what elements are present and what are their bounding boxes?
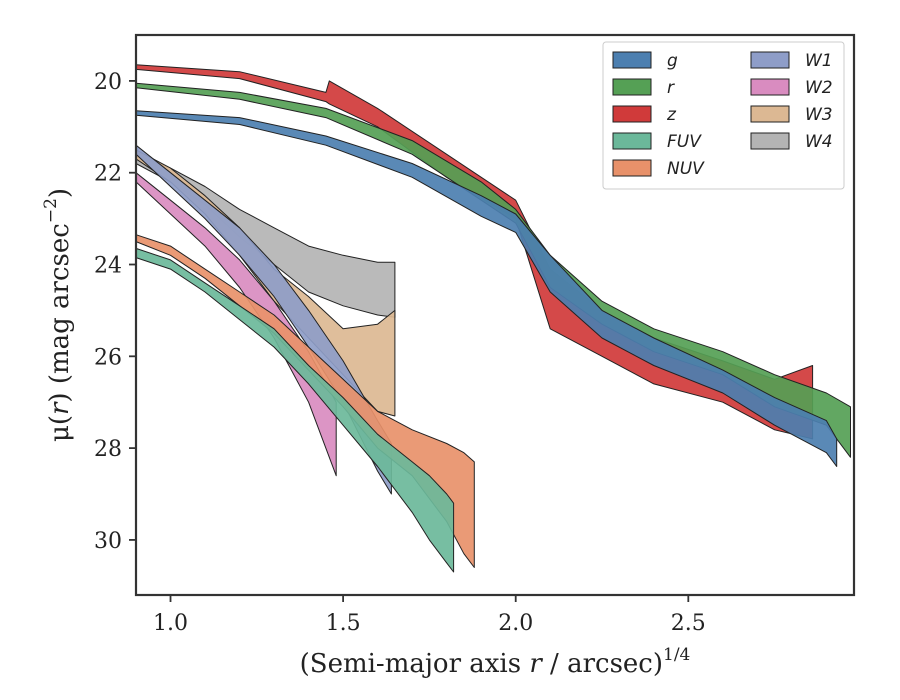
- y-tick-label: 22: [94, 162, 122, 187]
- legend-label-nuv: NUV: [667, 159, 705, 179]
- x-tick-label: 1.5: [326, 611, 361, 636]
- legend-label-w1: W1: [805, 51, 833, 71]
- y-axis-ticks: 20 22 24 26 28 30: [94, 70, 136, 554]
- legend-swatch-fuv: [612, 132, 652, 150]
- legend-swatch-r: [612, 78, 652, 96]
- x-tick-label: 2.0: [498, 611, 533, 636]
- band-r: [135, 82, 851, 458]
- band-fuv: [135, 247, 455, 573]
- legend-swatch-w2: [750, 78, 790, 96]
- y-tick-label: 28: [94, 437, 122, 462]
- band-g: [135, 110, 838, 467]
- y-tick-label: 26: [94, 345, 122, 370]
- y-tick-label: 20: [94, 70, 122, 95]
- band-layer: [135, 64, 851, 573]
- legend-swatch-w4: [750, 132, 790, 150]
- band-w2: [135, 172, 337, 477]
- y-tick-label: 30: [94, 529, 122, 554]
- y-tick-label: 24: [94, 254, 122, 279]
- x-axis-ticks: 1.0 1.5 2.0 2.5: [153, 595, 706, 636]
- legend-swatch-w3: [750, 105, 790, 123]
- legend-label-fuv: FUV: [667, 132, 702, 152]
- legend-swatch-z: [612, 105, 652, 123]
- x-axis-label: (Semi-major axis r / arcsec)1/4: [300, 645, 691, 679]
- legend-swatch-nuv: [612, 159, 652, 177]
- x-tick-label: 1.0: [153, 611, 188, 636]
- legend-items: grz FUV NUV W1 W2 W3 W4: [612, 51, 833, 179]
- band-w1: [135, 144, 392, 495]
- legend-label-w3: W3: [805, 105, 833, 125]
- legend-label-w2: W2: [805, 78, 833, 98]
- legend-label-z: z: [666, 105, 677, 125]
- legend-swatch-w1: [750, 51, 790, 69]
- plot-frame: [134, 33, 856, 597]
- legend: grz FUV NUV W1 W2 W3 W4: [602, 41, 845, 190]
- legend-swatch-g: [612, 51, 652, 69]
- legend-label-g: g: [667, 51, 678, 71]
- legend-label-r: r: [667, 78, 675, 98]
- y-axis-label: μ(r) (mag arcsec−2): [41, 188, 75, 442]
- x-tick-label: 2.5: [671, 611, 706, 636]
- legend-label-w4: W4: [805, 132, 833, 152]
